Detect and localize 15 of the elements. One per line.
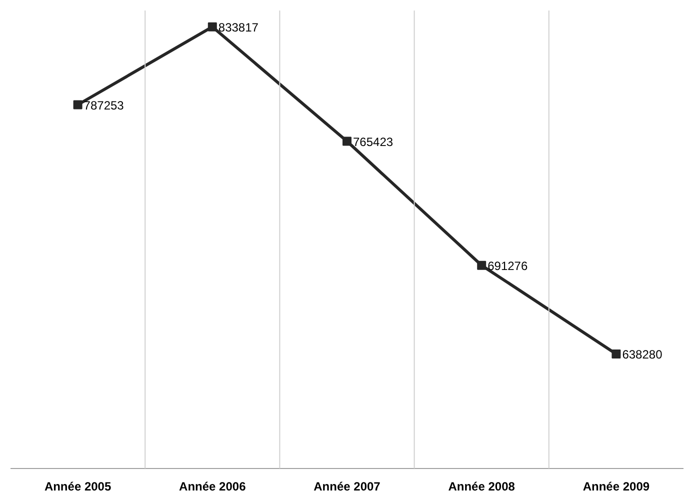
- x-tick-label: Année 2009: [582, 480, 650, 494]
- point: [612, 350, 621, 358]
- data-label: 691276: [488, 258, 528, 273]
- point: [342, 136, 352, 146]
- data-label: 787253: [84, 98, 124, 112]
- x-tick-label: Année 2006: [179, 480, 246, 494]
- x-tick-label: Année 2008: [448, 480, 516, 494]
- data-label: 638280: [622, 348, 663, 362]
- point: [208, 22, 217, 32]
- data-label: 765423: [353, 134, 394, 149]
- point: [73, 100, 82, 110]
- x-tick-label: Année 2007: [314, 480, 381, 494]
- data-label: 833817: [218, 20, 259, 34]
- x-tick-label: Année 2005: [44, 480, 112, 494]
- point: [477, 260, 486, 270]
